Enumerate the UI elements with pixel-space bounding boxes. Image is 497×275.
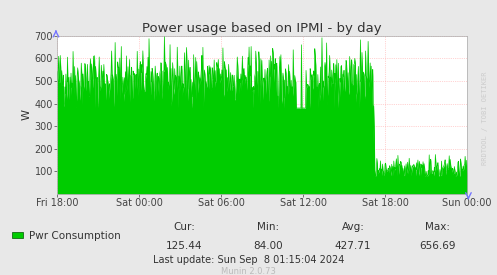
Text: RRDTOOL / TOBI OETIKER: RRDTOOL / TOBI OETIKER	[482, 72, 488, 165]
Text: 656.69: 656.69	[419, 241, 456, 251]
Text: Pwr Consumption: Pwr Consumption	[29, 231, 121, 241]
Text: 125.44: 125.44	[166, 241, 202, 251]
Text: Cur:: Cur:	[173, 222, 195, 232]
Text: 427.71: 427.71	[334, 241, 371, 251]
Text: Min:: Min:	[257, 222, 279, 232]
Text: 84.00: 84.00	[253, 241, 283, 251]
Text: Last update: Sun Sep  8 01:15:04 2024: Last update: Sun Sep 8 01:15:04 2024	[153, 255, 344, 265]
Title: Power usage based on IPMI - by day: Power usage based on IPMI - by day	[142, 21, 382, 35]
Text: Munin 2.0.73: Munin 2.0.73	[221, 267, 276, 275]
Text: Max:: Max:	[425, 222, 450, 232]
Text: Avg:: Avg:	[341, 222, 364, 232]
Y-axis label: W: W	[22, 109, 32, 120]
